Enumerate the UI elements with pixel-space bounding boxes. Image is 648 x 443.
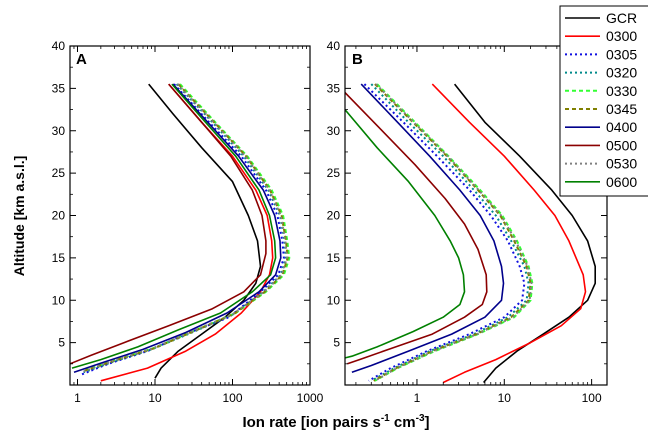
panel-b-y-tick-label: 5 xyxy=(333,336,340,350)
panel-b-series-0330 xyxy=(374,83,534,382)
panel-b-x-tick-label: 10 xyxy=(498,391,512,405)
panel-b-y-tick-label: 40 xyxy=(327,39,341,53)
panel-a-series-0345 xyxy=(84,83,289,372)
panel-a-y-tick-label: 35 xyxy=(52,81,66,95)
panel-a-x-tick-label: 10 xyxy=(148,391,162,405)
panel-a-curves xyxy=(70,83,291,382)
panel-b-y-tick-label: 30 xyxy=(327,124,341,138)
legend-label-0400: 0400 xyxy=(606,119,637,135)
legend-label-0345: 0345 xyxy=(606,101,637,117)
panel-a-x-tick-label: 1000 xyxy=(297,391,324,405)
panel-b-y-tick-label: 25 xyxy=(327,166,341,180)
panel-b-series-0500 xyxy=(345,92,488,365)
panel-b-y-tick-label: 15 xyxy=(327,251,341,265)
panel-a-x-tick-label: 1 xyxy=(74,391,81,405)
panel-b: 5 10 15 20 25 30 35 40 1 10 100 B xyxy=(327,39,608,405)
panel-a-y-tick-label: 25 xyxy=(52,166,66,180)
panel-a-series-0330 xyxy=(85,83,291,371)
panel-b-series-0400 xyxy=(351,83,505,374)
panel-a-series-0300 xyxy=(100,83,274,382)
panel-b-y-tick-label: 10 xyxy=(327,293,341,307)
legend-label-0330: 0330 xyxy=(606,83,637,99)
panel-b-axes: 5 10 15 20 25 30 35 40 1 10 100 xyxy=(327,39,607,405)
legend-label-GCR: GCR xyxy=(606,10,637,26)
legend: GCR 0300 0305 0320 0330 0345 0400 0500 0530 0600 xyxy=(559,5,648,197)
panel-a-axes: 5 10 15 20 25 30 35 40 1 10 100 1000 xyxy=(52,39,324,405)
panel-a-series-GCR xyxy=(148,83,262,379)
panel-b-series-GCR xyxy=(453,83,596,384)
panel-b-series-0300 xyxy=(431,83,587,384)
panel-a-label: A xyxy=(76,51,87,68)
legend-label-0600: 0600 xyxy=(606,174,637,190)
panel-a-series-0400 xyxy=(73,83,282,374)
panel-a-y-tick-label: 10 xyxy=(52,293,66,307)
x-axis-label: Ion rate [ion pairs s-1 cm-3] xyxy=(242,413,429,431)
panel-b-series-0345 xyxy=(373,83,532,382)
panel-b-curves xyxy=(345,83,596,384)
panel-b-series-0320 xyxy=(370,83,530,382)
legend-items: GCR 0300 0305 0320 0330 0345 0400 0500 0530 0600 xyxy=(565,10,637,190)
panel-b-y-tick-label: 35 xyxy=(327,81,341,95)
panel-a-y-tick-label: 40 xyxy=(52,39,66,53)
panel-a: 5 10 15 20 25 30 35 40 1 10 100 1000 A xyxy=(52,39,324,405)
panel-a-x-tick-label: 100 xyxy=(222,391,242,405)
panel-b-series-0600 xyxy=(345,109,466,359)
panel-b-x-tick-label: 100 xyxy=(582,391,602,405)
legend-label-0305: 0305 xyxy=(606,46,637,62)
panel-a-y-tick-label: 30 xyxy=(52,124,66,138)
panel-a-y-tick-label: 5 xyxy=(58,336,65,350)
panel-b-series-0530 xyxy=(374,83,533,382)
y-axis-label: Altitude [km a.s.l.] xyxy=(11,156,27,277)
panel-a-series-0530 xyxy=(83,83,288,373)
panel-b-series-0305 xyxy=(363,83,526,382)
legend-label-0500: 0500 xyxy=(606,137,637,153)
panel-a-y-tick-label: 15 xyxy=(52,251,66,265)
legend-box xyxy=(559,5,648,197)
legend-label-0320: 0320 xyxy=(606,65,637,81)
panel-b-x-tick-label: 1 xyxy=(414,391,421,405)
legend-label-0300: 0300 xyxy=(606,28,637,44)
panel-a-y-tick-label: 20 xyxy=(52,209,66,223)
legend-label-0530: 0530 xyxy=(606,156,637,172)
panel-a-series-0500 xyxy=(70,83,267,365)
panel-a-series-0600 xyxy=(71,83,277,369)
panel-b-y-tick-label: 20 xyxy=(327,209,341,223)
panel-b-label: B xyxy=(352,51,363,68)
